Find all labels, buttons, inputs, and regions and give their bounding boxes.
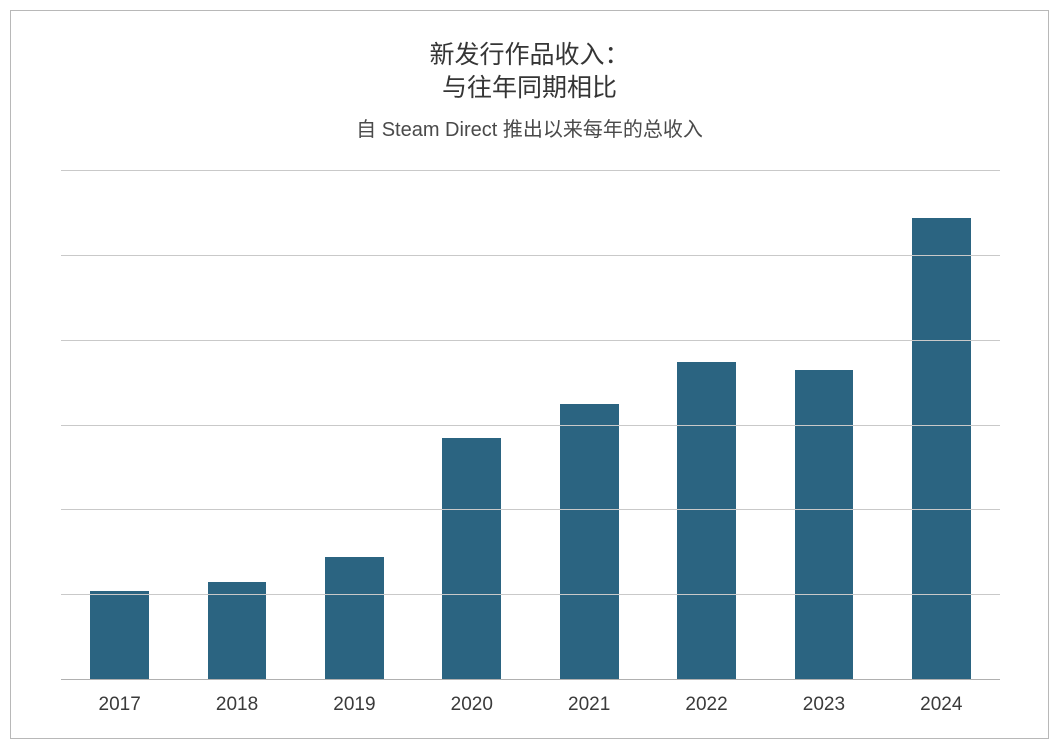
gridline [61,425,1000,426]
gridline [61,509,1000,510]
bar [325,557,384,680]
bar-slot: 2022 [677,171,736,680]
x-axis-label: 2020 [451,694,493,716]
gridline [61,170,1000,171]
bar [912,218,971,680]
bar-slot: 2023 [795,171,854,680]
bar-slot: 2018 [208,171,267,680]
gridline [61,340,1000,341]
x-axis-label: 2022 [685,694,727,716]
chart-title-block: 新发行作品收入： 与往年同期相比 [11,39,1048,104]
chart-title-line1: 新发行作品收入： [11,39,1048,72]
bar-slot: 2021 [560,171,619,680]
gridline [61,255,1000,256]
plot-area: 2017 2018 2019 2020 2021 2022 2023 2024 [61,171,1000,680]
bar [795,370,854,680]
chart-frame: 新发行作品收入： 与往年同期相比 自 Steam Direct 推出以来每年的总… [10,10,1049,739]
baseline [61,679,1000,680]
x-axis-label: 2024 [920,694,962,716]
bar [208,582,267,680]
bar-slot: 2017 [90,171,149,680]
chart-title-line2: 与往年同期相比 [11,72,1048,105]
bar [677,362,736,680]
bar [442,438,501,680]
chart-subtitle: 自 Steam Direct 推出以来每年的总收入 [11,113,1048,142]
x-axis-label: 2017 [99,694,141,716]
x-axis-label: 2019 [333,694,375,716]
bar-slot: 2020 [442,171,501,680]
x-axis-label: 2021 [568,694,610,716]
bar-slot: 2019 [325,171,384,680]
bars-layer: 2017 2018 2019 2020 2021 2022 2023 2024 [61,171,1000,680]
x-axis-label: 2018 [216,694,258,716]
bar [560,404,619,680]
bar-slot: 2024 [912,171,971,680]
bar [90,591,149,680]
gridline [61,594,1000,595]
x-axis-label: 2023 [803,694,845,716]
